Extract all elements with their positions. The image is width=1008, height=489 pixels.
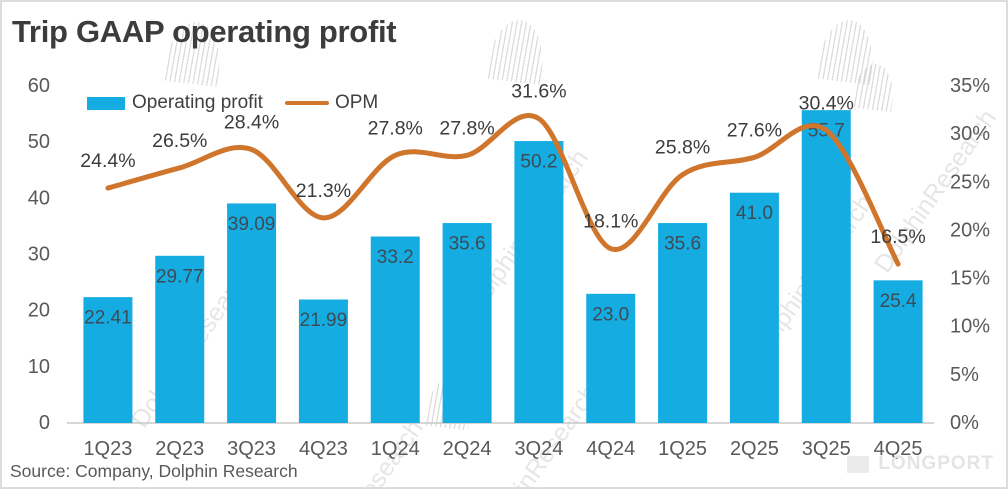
left-axis-tick: 20: [28, 300, 50, 322]
right-axis-tick: 25%: [950, 171, 990, 193]
bar-4Q25: [873, 280, 923, 423]
opm-value-label: 25.8%: [655, 137, 710, 159]
left-axis-tick: 60: [28, 75, 50, 97]
x-axis-label: 2Q25: [730, 438, 779, 460]
right-axis-tick: 5%: [950, 364, 979, 386]
opm-value-label: 28.4%: [224, 112, 279, 134]
opm-value-label: 30.4%: [799, 92, 854, 114]
bar-1Q23: [83, 297, 133, 423]
bar-1Q24: [370, 236, 420, 423]
left-axis-tick: 30: [28, 244, 50, 266]
legend-swatch-operating-profit: [87, 96, 125, 110]
legend-swatch-opm: [284, 101, 329, 105]
left-axis-tick: 10: [28, 356, 50, 378]
bar-value-label: 39.09: [228, 214, 276, 235]
x-axis-label: 3Q25: [802, 438, 851, 460]
bar-value-label: 29.77: [156, 266, 204, 287]
x-axis-label: 4Q23: [299, 438, 348, 460]
bar-value-label: 50.2: [520, 152, 557, 173]
opm-value-label: 18.1%: [583, 211, 638, 233]
x-axis-label: 1Q23: [83, 438, 132, 460]
bar-2Q24: [442, 223, 492, 423]
opm-value-label: 31.6%: [511, 81, 566, 103]
page-title: Trip GAAP operating profit: [12, 14, 397, 49]
bar-4Q24: [586, 293, 636, 423]
bar-3Q23: [227, 203, 277, 423]
x-axis-label: 4Q25: [874, 438, 923, 460]
left-axis-tick: 40: [28, 187, 50, 209]
bar-value-label: 35.6: [664, 234, 701, 255]
right-axis-tick: 30%: [950, 123, 990, 145]
x-axis-label: 1Q25: [658, 438, 707, 460]
x-axis-label: 1Q24: [371, 438, 420, 460]
legend-label-opm: OPM: [334, 92, 379, 113]
opm-value-label: 27.6%: [727, 119, 782, 141]
bar-2Q25: [729, 192, 779, 423]
right-axis-tick: 10%: [950, 316, 990, 338]
x-axis-label: 2Q23: [155, 438, 204, 460]
bar-value-label: 21.99: [300, 310, 348, 331]
bar-value-label: 33.2: [377, 247, 414, 268]
x-axis-label: 3Q24: [514, 438, 563, 460]
opm-value-label: 26.5%: [152, 130, 207, 152]
bar-value-label: 22.41: [84, 308, 132, 329]
legend-label-operating-profit: Operating profit: [132, 92, 263, 113]
source-note: Source: Company, Dolphin Research: [10, 461, 298, 481]
opm-line: [105, 113, 901, 267]
right-axis-tick: 0%: [950, 412, 979, 434]
opm-value-label: 16.5%: [870, 226, 925, 248]
right-axis-tick: 35%: [950, 75, 990, 97]
bar-value-label: 35.6: [449, 234, 486, 255]
opm-value-label: 24.4%: [80, 150, 135, 172]
left-axis-tick: 50: [28, 131, 50, 153]
chart-legend: Operating profit OPM: [87, 92, 378, 114]
bar-4Q23: [298, 299, 348, 423]
bar-2Q23: [155, 255, 205, 423]
opm-value-label: 21.3%: [296, 180, 351, 202]
bar-3Q24: [514, 141, 564, 423]
x-axis-label: 4Q24: [586, 438, 635, 460]
bar-1Q25: [658, 223, 708, 423]
bar-value-label: 25.4: [880, 291, 917, 312]
right-axis-tick: 15%: [950, 268, 990, 290]
x-axis-label: 3Q23: [227, 438, 276, 460]
right-axis-tick: 20%: [950, 219, 990, 241]
bar-value-label: 41.0: [736, 203, 773, 224]
left-axis-tick: 0: [39, 412, 50, 434]
bar-3Q25: [801, 110, 851, 423]
opm-value-label: 27.8%: [439, 117, 494, 139]
opm-value-label: 27.8%: [368, 117, 423, 139]
x-axis-label: 2Q24: [443, 438, 492, 460]
bar-value-label: 23.0: [592, 304, 629, 325]
